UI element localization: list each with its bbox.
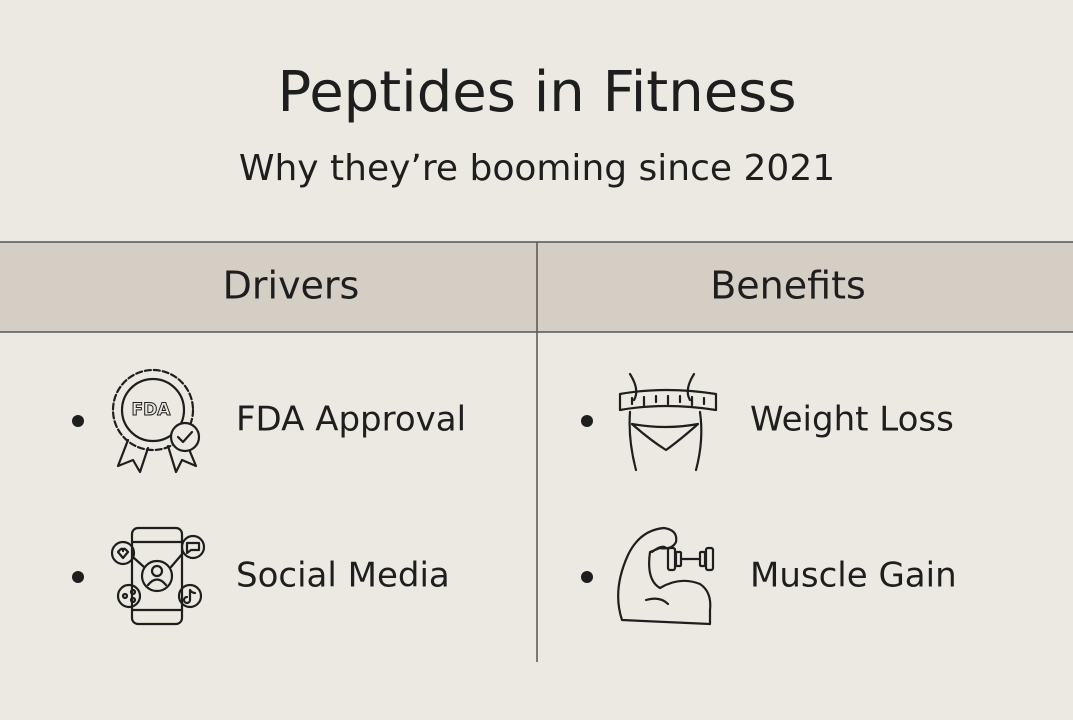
social-media-icon xyxy=(110,526,206,626)
weight-loss-icon xyxy=(618,372,718,472)
item-label: Muscle Gain xyxy=(750,556,957,596)
muscle-gain-icon xyxy=(617,526,715,626)
fda-badge-icon xyxy=(111,368,201,474)
column-heading: Drivers xyxy=(223,264,360,308)
bullet xyxy=(581,571,593,583)
title: Peptides in Fitness xyxy=(277,60,796,125)
subtitle: Why they’re booming since 2021 xyxy=(239,148,835,189)
item-label: FDA Approval xyxy=(236,400,466,440)
item-label: Social Media xyxy=(236,556,450,596)
column-heading: Benefits xyxy=(710,264,866,308)
badge-text: FDA xyxy=(132,400,172,420)
item-label: Weight Loss xyxy=(750,400,954,440)
bullet xyxy=(72,415,84,427)
bullet xyxy=(581,415,593,427)
bullet xyxy=(72,571,84,583)
